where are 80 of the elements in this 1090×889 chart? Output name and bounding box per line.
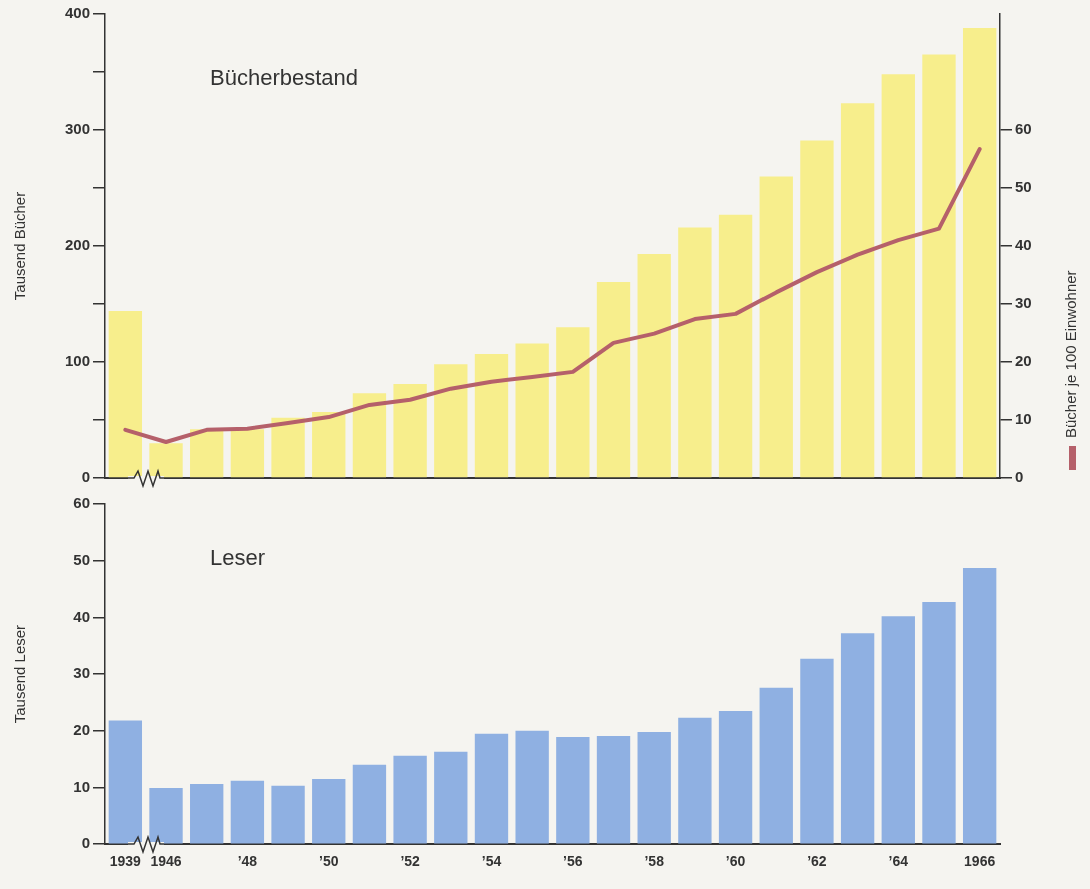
y-tick-label: 200 <box>64 236 90 254</box>
bar <box>922 602 956 844</box>
y-axis-title: Tausend Leser <box>11 624 29 724</box>
y-tick-label: 10 <box>73 777 90 795</box>
bar <box>962 27 997 478</box>
x-tick-label: ’60 <box>725 853 746 870</box>
y-tick-label: 50 <box>73 550 90 568</box>
bar <box>800 140 834 478</box>
bar <box>393 755 427 844</box>
bar <box>149 788 183 844</box>
x-tick-label: ’58 <box>644 853 665 870</box>
x-tick-label: 1966 <box>964 853 996 870</box>
bar <box>881 616 915 844</box>
y2-axis-title: Bücher je 100 Einwohner <box>1062 270 1080 438</box>
bar <box>190 784 224 844</box>
bar <box>434 364 468 478</box>
y-tick-label: 30 <box>73 664 90 682</box>
y-axis-title: Tausend Bücher <box>11 191 29 301</box>
x-tick-label: ’48 <box>237 853 258 870</box>
bar <box>881 74 915 478</box>
bar <box>434 751 468 844</box>
bar <box>759 687 793 844</box>
y-tick-label: 400 <box>64 4 90 22</box>
bar <box>352 393 387 478</box>
bar <box>312 779 346 844</box>
bar <box>108 310 143 478</box>
y-tick-label: 60 <box>73 494 90 512</box>
y2-tick-label: 10 <box>1015 410 1032 428</box>
x-tick-label: 1946 <box>150 853 182 870</box>
bar <box>678 227 712 478</box>
text: Bücherbestand <box>210 65 358 91</box>
x-tick-label: ’64 <box>888 853 909 870</box>
y2-tick-label: 30 <box>1015 294 1032 312</box>
bar <box>312 411 346 478</box>
bar <box>718 214 753 478</box>
y-tick-label: 300 <box>64 120 90 138</box>
x-tick-label: 1939 <box>109 853 142 870</box>
bar <box>474 733 509 844</box>
bar <box>230 429 265 478</box>
y2-tick-label: 40 <box>1015 236 1032 254</box>
bar <box>718 710 753 844</box>
y-tick-label: 0 <box>81 834 90 852</box>
bar <box>556 327 590 478</box>
bar <box>149 443 183 478</box>
bar <box>190 429 224 478</box>
bar <box>922 54 956 478</box>
x-tick-label: ’62 <box>807 853 827 870</box>
bar <box>515 730 549 844</box>
y2-tick-label: 20 <box>1015 352 1032 370</box>
x-tick-label: ’52 <box>400 853 421 870</box>
y-tick-label: 20 <box>73 720 90 738</box>
bar <box>271 417 305 478</box>
y2-tick-label: 50 <box>1015 178 1032 196</box>
bar <box>962 568 997 844</box>
x-tick-label: ’56 <box>563 853 583 870</box>
bar <box>108 720 143 844</box>
bar <box>840 103 875 478</box>
bar <box>840 633 875 844</box>
x-tick-label: ’50 <box>319 853 339 870</box>
bar <box>352 764 387 844</box>
y2-tick-label: 0 <box>1015 468 1024 486</box>
bar <box>678 717 712 844</box>
bar <box>800 658 834 844</box>
y-tick-label: 40 <box>73 607 90 625</box>
y2-tick-label: 60 <box>1015 120 1032 138</box>
bar <box>271 785 305 844</box>
bar <box>759 176 793 478</box>
y-tick-label: 0 <box>81 468 90 486</box>
text: Leser <box>210 545 266 571</box>
bar <box>230 780 265 844</box>
bar <box>393 384 427 478</box>
bar <box>637 254 671 478</box>
bar <box>637 731 671 844</box>
bar <box>596 281 631 478</box>
bar <box>474 353 509 478</box>
bar <box>556 737 590 844</box>
y-tick-label: 100 <box>64 352 90 370</box>
bar <box>596 735 631 844</box>
bar <box>515 343 549 478</box>
x-tick-label: ’54 <box>481 853 502 870</box>
